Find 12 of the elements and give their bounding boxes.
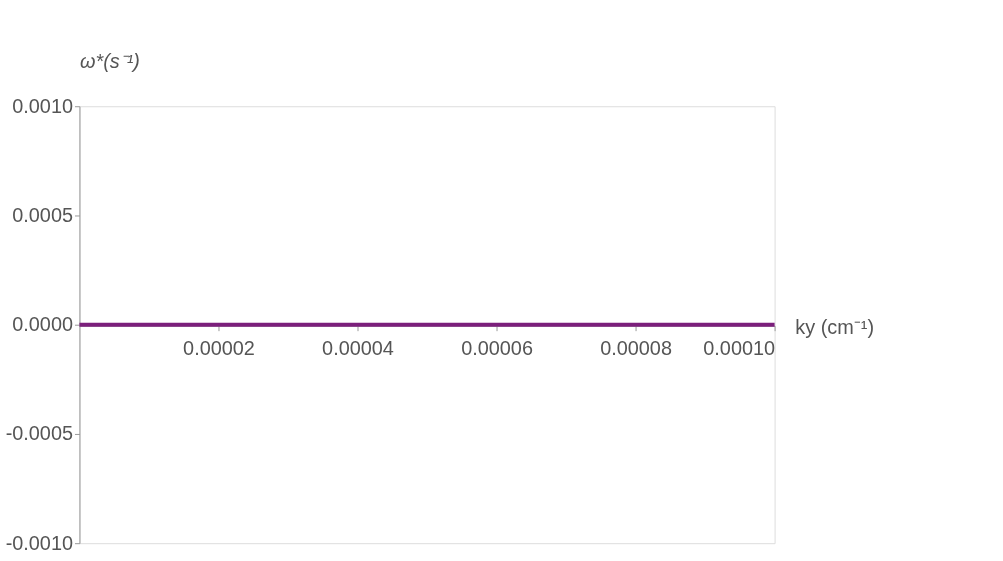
- y-tick-label: 0.0010: [12, 94, 73, 117]
- x-tick-label: 0.00004: [322, 337, 394, 359]
- y-tick-label: -0.0010: [5, 531, 73, 554]
- y-axis-title: ω*(s⁻¹): [79, 50, 140, 72]
- x-tick-label: 0.00010: [703, 337, 776, 359]
- y-tick-label: 0.0005: [12, 203, 73, 226]
- y-tick-label: 0.0000: [12, 313, 73, 336]
- x-tick-label: 0.00002: [183, 337, 255, 359]
- x-tick-label: 0.00006: [461, 337, 533, 359]
- x-tick-label: 0.00008: [600, 337, 672, 359]
- y-tick-label: -0.0005: [5, 422, 73, 445]
- x-axis-title: ky (cm⁻¹): [795, 316, 875, 339]
